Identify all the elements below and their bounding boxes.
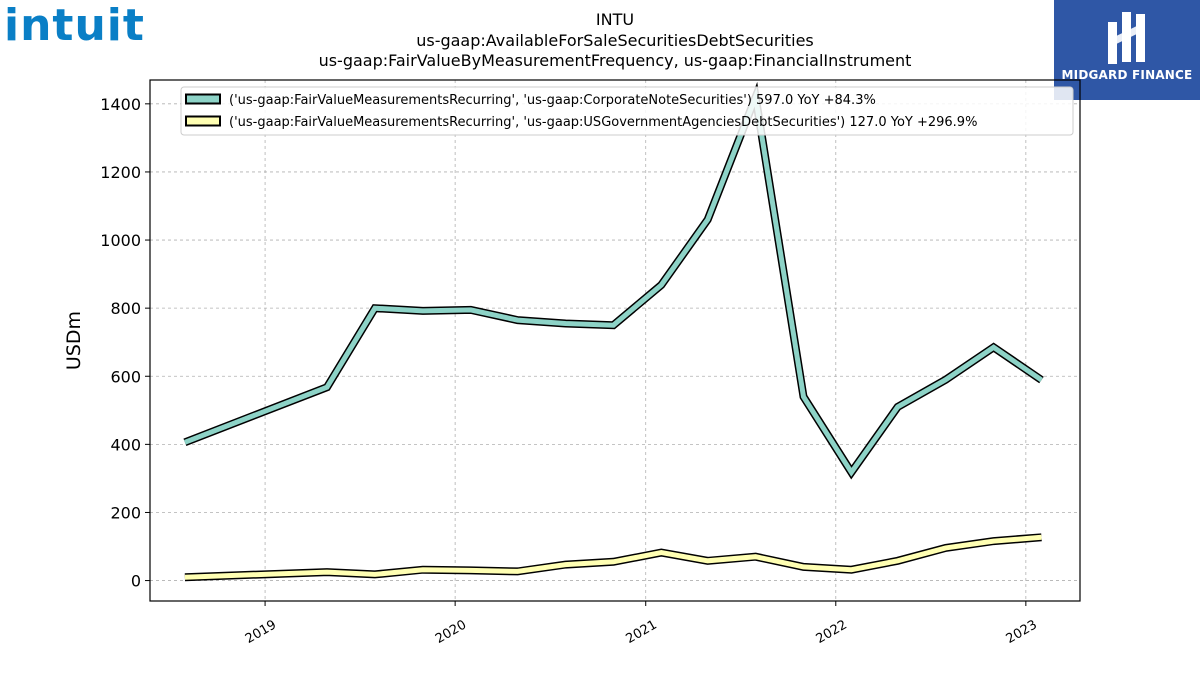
- chart-title-line-3: us-gaap:FairValueByMeasurementFrequency,…: [318, 51, 912, 70]
- plot-frame: [149, 79, 1081, 602]
- legend-label-1: ('us-gaap:FairValueMeasurementsRecurring…: [229, 93, 876, 108]
- y-tick-label: 600: [110, 367, 141, 386]
- y-axis-label: USDm: [63, 311, 85, 370]
- y-tick-label: 1400: [100, 95, 141, 114]
- series-1-line: [183, 87, 1043, 477]
- y-tick-label: 0: [131, 572, 141, 591]
- chart-title-line-1: INTU: [595, 10, 635, 29]
- x-tick-label: 2023: [1004, 617, 1040, 647]
- series-2-line: [184, 534, 1042, 580]
- x-tick-label: 2020: [433, 617, 469, 647]
- y-tick-label: 800: [110, 299, 141, 318]
- x-tick-label: 2019: [243, 617, 279, 647]
- midgard-logo-text: MIDGARD FINANCE: [1061, 68, 1193, 82]
- legend-swatch-1: [185, 93, 221, 105]
- legend-label-2: ('us-gaap:FairValueMeasurementsRecurring…: [229, 115, 977, 130]
- chart-title-block: INTU us-gaap:AvailableForSaleSecuritiesD…: [150, 10, 1080, 72]
- legend-swatch-2: [185, 115, 221, 127]
- x-tick-label: 2022: [814, 617, 850, 647]
- intuit-logo-text: intuit: [4, 0, 145, 51]
- legend-box: [180, 86, 1074, 136]
- y-tick-label: 200: [110, 503, 141, 522]
- chart-title-line-2: us-gaap:AvailableForSaleSecuritiesDebtSe…: [416, 30, 814, 50]
- y-tick-label: 1000: [100, 231, 141, 250]
- midgard-logo-mark-icon: [1108, 12, 1145, 64]
- y-tick-label: 400: [110, 435, 141, 454]
- y-tick-label: 1200: [100, 163, 141, 182]
- x-tick-label: 2021: [624, 617, 660, 647]
- series-1-outline: [183, 81, 1044, 480]
- midgard-finance-logo: MIDGARD FINANCE: [1054, 0, 1200, 100]
- legend: ('us-gaap:FairValueMeasurementsRecurring…: [180, 86, 1074, 136]
- intuit-logo: intuit: [4, 2, 154, 50]
